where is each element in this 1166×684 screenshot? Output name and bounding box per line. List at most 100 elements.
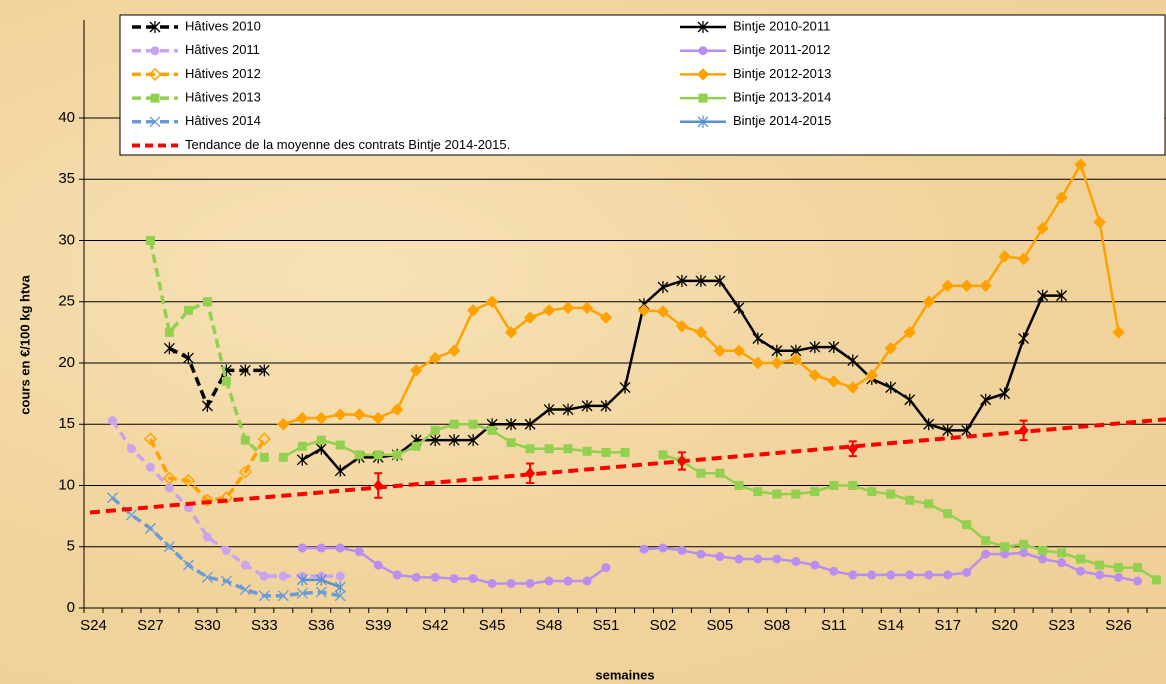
marker	[1152, 575, 1162, 585]
marker	[409, 364, 423, 377]
marker	[751, 356, 765, 370]
marker	[867, 570, 877, 580]
marker	[164, 483, 174, 493]
marker	[181, 474, 195, 488]
marker	[1093, 215, 1106, 229]
y-tick-label: 25	[58, 293, 75, 310]
marker	[107, 492, 118, 504]
marker	[924, 499, 934, 509]
marker	[240, 435, 250, 445]
marker	[428, 351, 442, 365]
marker	[561, 301, 575, 315]
marker	[828, 341, 840, 354]
marker	[619, 381, 631, 394]
marker	[1017, 252, 1030, 266]
error-point	[373, 479, 384, 492]
legend-label: Bintje 2012-2013	[733, 66, 831, 81]
marker	[201, 571, 213, 583]
marker	[277, 418, 290, 431]
marker	[506, 438, 516, 448]
marker	[1057, 548, 1067, 558]
marker	[829, 481, 839, 490]
marker	[601, 447, 611, 457]
marker	[182, 559, 194, 571]
error-point	[525, 467, 536, 480]
legend-label: Hâtives 2014	[185, 113, 261, 128]
marker	[202, 297, 212, 307]
marker	[923, 418, 935, 431]
marker	[696, 549, 706, 559]
marker	[1114, 563, 1124, 573]
marker	[163, 342, 175, 355]
marker	[562, 403, 574, 416]
marker	[202, 532, 212, 542]
marker	[637, 304, 651, 317]
series-line	[148, 438, 266, 502]
marker	[430, 572, 440, 582]
marker	[962, 520, 972, 530]
marker	[981, 536, 991, 546]
marker	[353, 408, 366, 421]
marker	[296, 573, 308, 586]
marker	[1056, 289, 1068, 302]
marker	[922, 295, 935, 308]
error-point	[847, 442, 858, 455]
marker	[656, 305, 670, 318]
marker	[980, 393, 992, 406]
marker	[698, 46, 708, 56]
x-tick-label: S36	[308, 617, 335, 634]
marker	[259, 452, 269, 462]
marker	[1000, 549, 1010, 559]
series-line	[148, 240, 266, 459]
marker	[316, 435, 326, 445]
marker	[791, 556, 801, 566]
legend-label: Hâtives 2010	[185, 18, 261, 33]
marker	[468, 574, 478, 584]
marker	[998, 250, 1011, 263]
marker	[1019, 548, 1029, 558]
marker	[865, 369, 878, 382]
marker	[810, 487, 820, 497]
marker	[315, 573, 327, 586]
marker	[221, 545, 231, 555]
marker	[886, 489, 896, 499]
marker	[296, 587, 308, 599]
x-tick-label: S42	[422, 617, 449, 634]
marker	[297, 543, 307, 553]
marker	[278, 571, 288, 581]
marker	[239, 364, 251, 377]
marker	[468, 419, 478, 429]
marker	[771, 344, 783, 357]
marker	[903, 326, 916, 339]
marker	[506, 579, 516, 588]
marker	[315, 442, 327, 455]
marker	[277, 590, 289, 602]
marker	[1074, 158, 1087, 171]
marker	[392, 450, 402, 460]
marker	[220, 575, 232, 587]
marker	[753, 487, 763, 497]
y-tick-label: 15	[58, 415, 75, 432]
marker	[149, 21, 161, 33]
marker	[942, 424, 954, 437]
marker	[1076, 554, 1086, 564]
marker	[734, 554, 744, 564]
x-tick-label: S08	[764, 617, 791, 634]
marker	[240, 560, 250, 570]
marker	[827, 375, 841, 388]
marker	[658, 450, 668, 460]
marker	[867, 487, 877, 497]
marker	[259, 571, 269, 581]
marker	[924, 570, 934, 580]
marker	[148, 67, 162, 81]
marker	[429, 434, 441, 447]
y-tick-label: 30	[58, 231, 75, 248]
x-tick-label: S11	[821, 617, 847, 634]
legend: Hâtives 2010 Bintje 2010-2011 Hâtives 2011…	[119, 14, 1166, 156]
x-tick-label: S51	[593, 617, 620, 634]
marker	[1114, 572, 1124, 582]
marker	[582, 446, 592, 456]
marker	[639, 544, 649, 554]
marker	[1057, 558, 1067, 568]
